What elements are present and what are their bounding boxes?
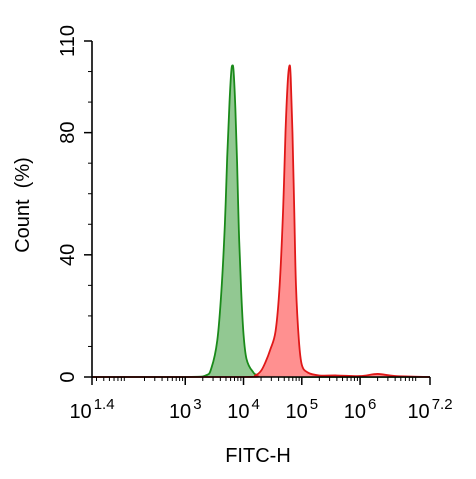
series-layer — [92, 64, 431, 378]
axes-layer — [91, 41, 430, 378]
y-tick-label-80: 80 — [57, 122, 79, 144]
x-tick-label-6: 10 6 — [344, 396, 377, 423]
y-axis-title: Count (%) — [12, 157, 34, 253]
series-1-area — [92, 65, 430, 377]
series-2-line — [92, 64, 431, 378]
y-tick-label-110: 110 — [57, 25, 79, 57]
x-tick-label-7.2: 10 7.2 — [407, 396, 452, 423]
series-1-line — [92, 64, 430, 378]
x-tick-label-3: 10 3 — [169, 396, 202, 423]
x-tick-label-4: 10 4 — [227, 396, 260, 423]
series-2-area — [92, 65, 430, 377]
y-tick-label-40: 40 — [57, 244, 79, 266]
x-tick-label-5: 10 5 — [285, 396, 318, 423]
x-axis-title: FITC-H — [225, 445, 291, 467]
ticks-layer: 0 40 80 110 10 1.4 10 3 10 4 10 5 10 6 10 7.2 — [57, 25, 453, 423]
x-tick-label-1.4: 10 1.4 — [69, 396, 114, 423]
y-tick-label-0: 0 — [57, 371, 79, 382]
